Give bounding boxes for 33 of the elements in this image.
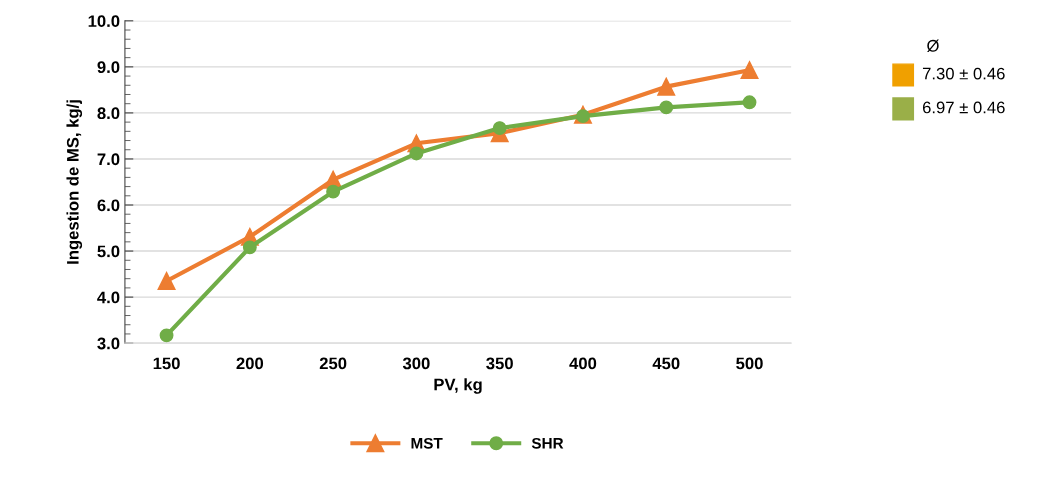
point (326, 184, 341, 199)
y-tick-label: 3.0 (97, 337, 120, 350)
x-tick-label: 350 (486, 357, 513, 370)
point (740, 61, 759, 80)
point (742, 95, 757, 110)
point (157, 271, 176, 291)
x-axis-title: PV, kg (434, 378, 482, 394)
y-axis-title: Ingestion de MS, kg/j (66, 100, 83, 264)
category-label: 7.30 ± 0.46 (922, 67, 1005, 80)
x-tick-label: 500 (736, 357, 763, 370)
point (659, 100, 674, 115)
category-label: 6.97 ± 0.46 (922, 101, 1005, 114)
x-tick-label: 400 (569, 357, 597, 370)
y-tick-label: 10.0 (88, 15, 120, 28)
y-tick-label: 6.0 (97, 199, 120, 212)
x-tick-label: 300 (402, 357, 430, 370)
x-tick-label: 200 (236, 357, 264, 370)
y-tick-label: 9.0 (97, 61, 120, 74)
point (657, 77, 676, 96)
x-tick-label: 250 (319, 357, 347, 370)
y-tick-label: 4.0 (97, 291, 120, 304)
legend-label: MST (411, 437, 443, 449)
point (409, 146, 424, 161)
legend-label: SHR (531, 437, 564, 449)
x-tick-label: 450 (652, 357, 680, 370)
x-tick-label: 150 (153, 357, 180, 370)
point (242, 240, 257, 255)
y-tick-label: 7.0 (97, 153, 120, 166)
y-tick-label: 5.0 (97, 245, 120, 258)
y-tick-label: 8.0 (97, 107, 120, 120)
point (492, 121, 507, 136)
point (159, 328, 174, 343)
text: Ø (927, 39, 939, 52)
